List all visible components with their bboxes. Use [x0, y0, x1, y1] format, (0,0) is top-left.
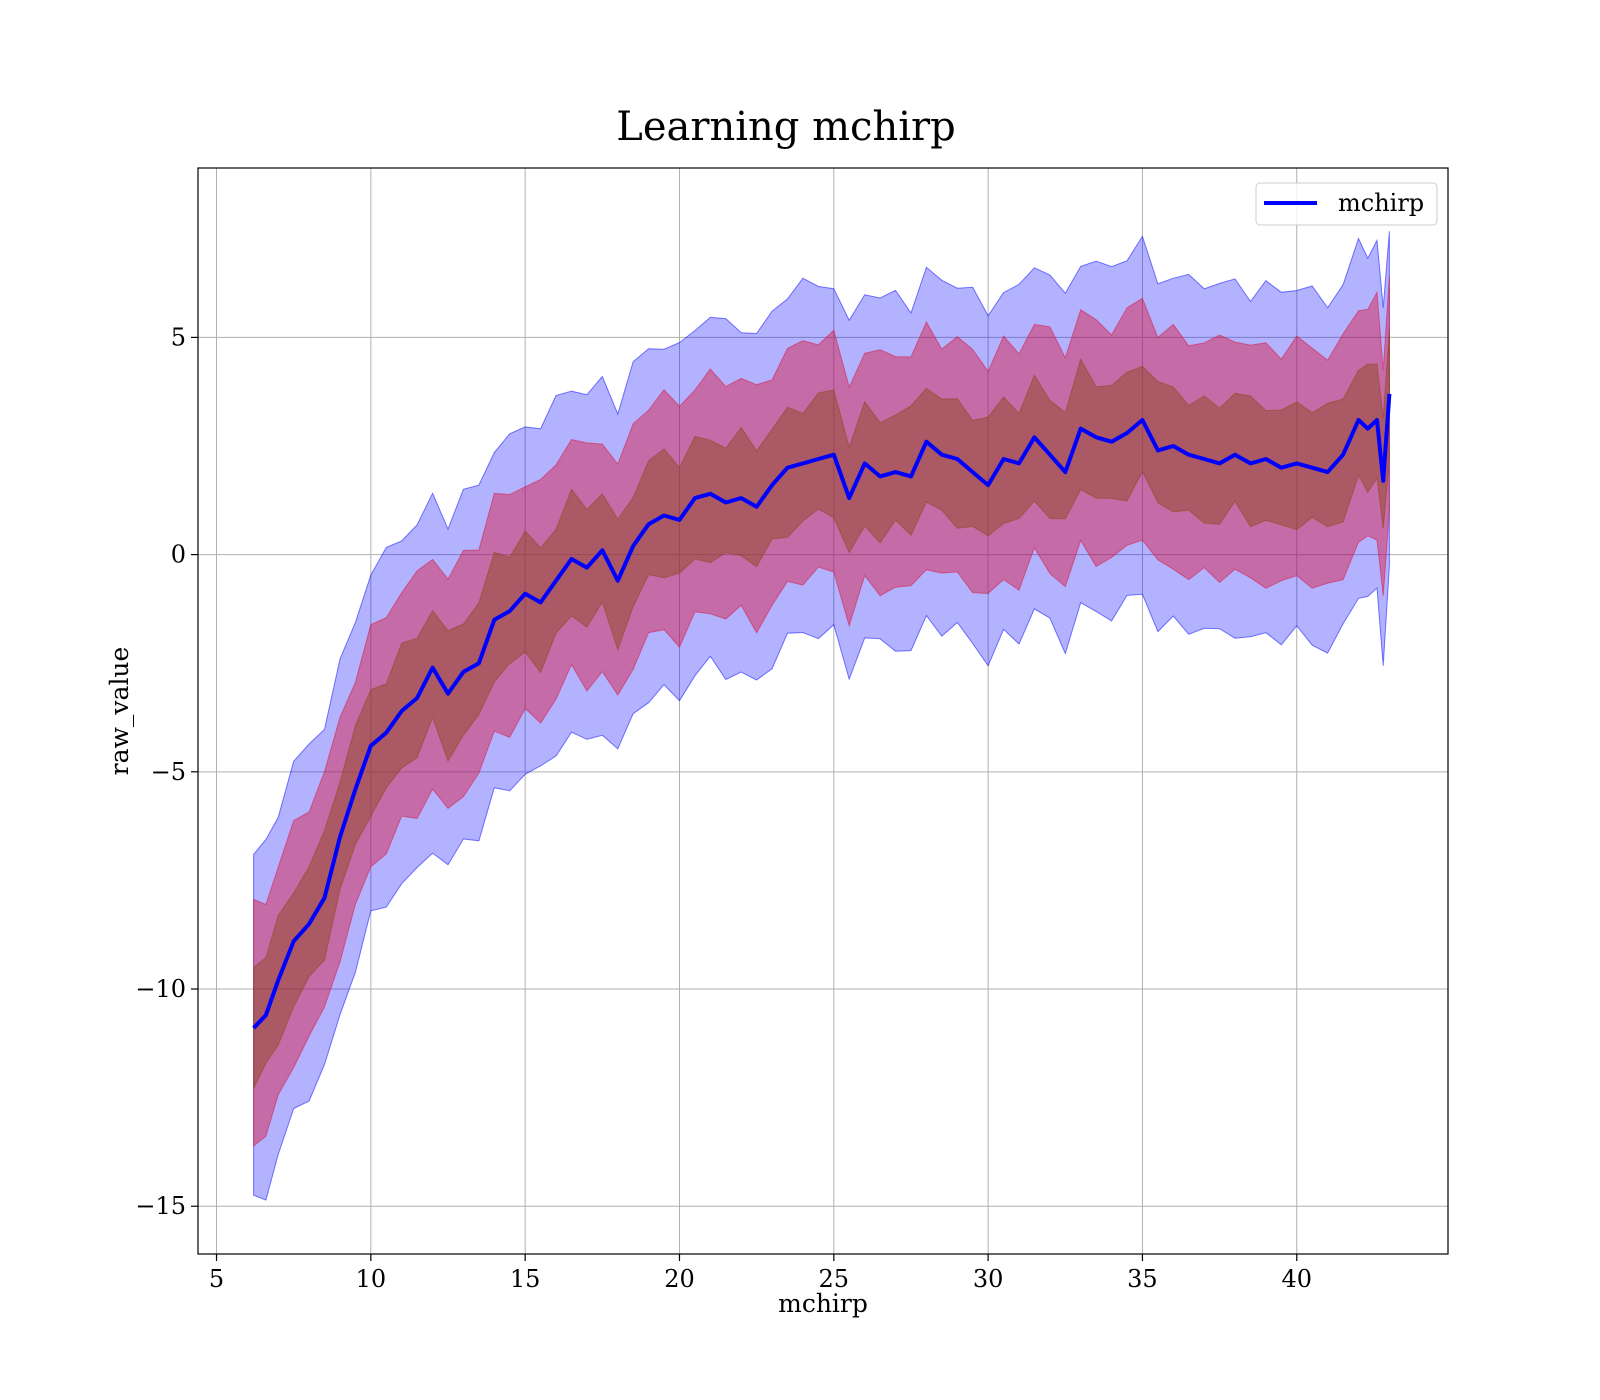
- y-tick-label-3: −10: [135, 975, 186, 1003]
- confidence-bands: [253, 231, 1390, 1201]
- x-tick-label-40: 40: [1281, 1265, 1312, 1293]
- x-tick-label-30: 30: [973, 1265, 1004, 1293]
- legend-box: [1255, 182, 1438, 226]
- plot-frame: [197, 167, 1449, 1255]
- chart-title: Learning mchirp: [616, 104, 955, 150]
- y-tick-label-1: 0: [171, 541, 186, 569]
- y-tick-label-0: 5: [171, 323, 186, 351]
- legend: mchirp: [1255, 182, 1438, 226]
- y-axis-label: raw_value: [105, 647, 134, 776]
- y-tick-label-2: −5: [151, 758, 186, 786]
- grid: [198, 168, 1448, 1254]
- band-outer: [253, 231, 1390, 1201]
- x-axis-label: mchirp: [778, 1289, 868, 1318]
- x-tick-label-10: 10: [356, 1265, 387, 1293]
- y-axis-ticks: 5 0 −5 −10 −15: [135, 323, 198, 1220]
- x-tick-label-25: 25: [819, 1265, 850, 1293]
- band-inner: [253, 329, 1390, 1090]
- x-axis-ticks: 5 10 15 20 25 30 35 40: [209, 1254, 1312, 1293]
- legend-label: mchirp: [1338, 189, 1424, 217]
- x-tick-label-5: 5: [209, 1265, 224, 1293]
- x-tick-label-20: 20: [664, 1265, 695, 1293]
- series-line-layer: [252, 393, 1392, 1030]
- series-line-mchirp: [252, 393, 1392, 1030]
- y-tick-label-4: −15: [135, 1192, 186, 1220]
- x-tick-label-35: 35: [1127, 1265, 1158, 1293]
- x-tick-label-15: 15: [510, 1265, 541, 1293]
- band-middle: [253, 275, 1390, 1148]
